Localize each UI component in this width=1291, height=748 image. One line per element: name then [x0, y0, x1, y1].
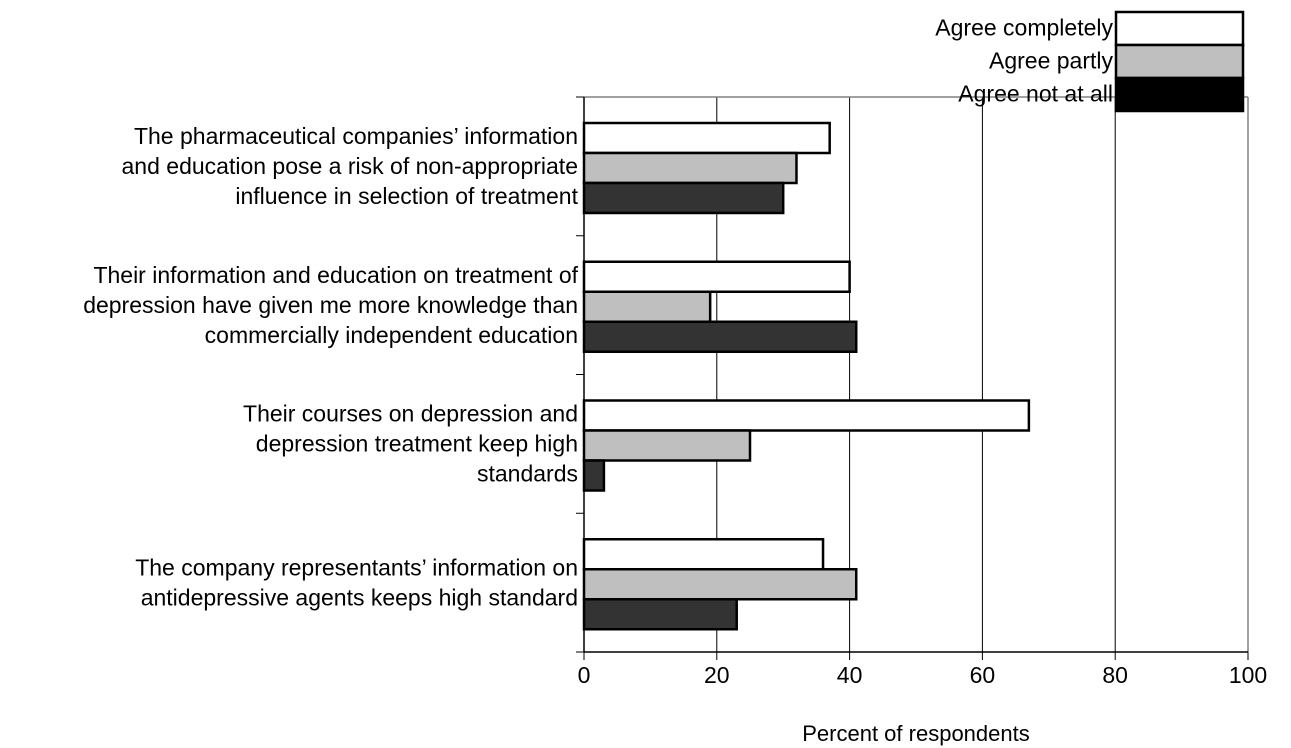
legend-swatch-agree-not-at-all — [1114, 76, 1245, 113]
bar-cat4-agree-not-at-all — [582, 598, 738, 631]
bar-cat1-agree-partly — [582, 151, 798, 185]
category-label-3-line-2: depression treatment keep high — [256, 431, 578, 457]
category-label-2-line-3: commercially independent education — [205, 322, 578, 348]
x-tick-label-0: 0 — [578, 662, 591, 688]
x-tick-label-40: 40 — [837, 662, 863, 688]
legend-label-agree-not-at-all: Agree not at all — [958, 81, 1113, 107]
bar-cat3-agree-partly — [582, 429, 752, 462]
category-label-1-line-2: and education pose a risk of non-appropr… — [122, 153, 578, 179]
legend-label-agree-completely: Agree completely — [935, 15, 1113, 41]
category-label-1-line-1: The pharmaceutical companies’ informatio… — [134, 123, 578, 149]
category-label-3-line-1: Their courses on depression and — [243, 401, 578, 427]
x-tick-label-20: 20 — [704, 662, 730, 688]
legend-label-agree-partly: Agree partly — [989, 48, 1114, 74]
bar-cat1-agree-completely — [582, 121, 831, 155]
category-label-1-line-3: influence in selection of treatment — [235, 183, 578, 209]
category-label-3-line-3: standards — [477, 461, 578, 487]
bar-cat4-agree-partly — [582, 568, 858, 601]
x-tick-labels: 0 20 40 60 80 100 — [578, 652, 1267, 688]
bar-cat4-agree-completely — [582, 538, 825, 571]
x-tick-label-60: 60 — [970, 662, 996, 688]
x-tick-label-80: 80 — [1102, 662, 1128, 688]
x-axis-title: Percent of respondents — [802, 721, 1029, 746]
category-label-4-line-1: The company representants’ information o… — [135, 554, 578, 580]
category-labels: The pharmaceutical companies’ informatio… — [83, 123, 578, 610]
bar-cat2-agree-not-at-all — [582, 320, 858, 353]
legend: Agree completely Agree partly Agree not at… — [935, 10, 1245, 113]
x-tick-label-100: 100 — [1229, 662, 1267, 688]
category-label-4-line-2: antidepressive agents keeps high standar… — [141, 584, 578, 610]
bar-cat3-agree-not-at-all — [582, 459, 606, 492]
bar-cat1-agree-not-at-all — [582, 181, 785, 215]
legend-swatch-agree-completely — [1114, 10, 1245, 47]
category-label-2-line-1: Their information and education on treat… — [93, 262, 578, 288]
category-label-2-line-2: depression have given me more knowledge … — [83, 292, 578, 318]
bars — [582, 121, 1031, 631]
bar-cat2-agree-partly — [582, 290, 712, 323]
legend-swatch-agree-partly — [1114, 43, 1245, 80]
bar-cat3-agree-completely — [582, 399, 1031, 432]
bar-cat2-agree-completely — [582, 260, 851, 293]
plot-frame — [576, 96, 1249, 653]
